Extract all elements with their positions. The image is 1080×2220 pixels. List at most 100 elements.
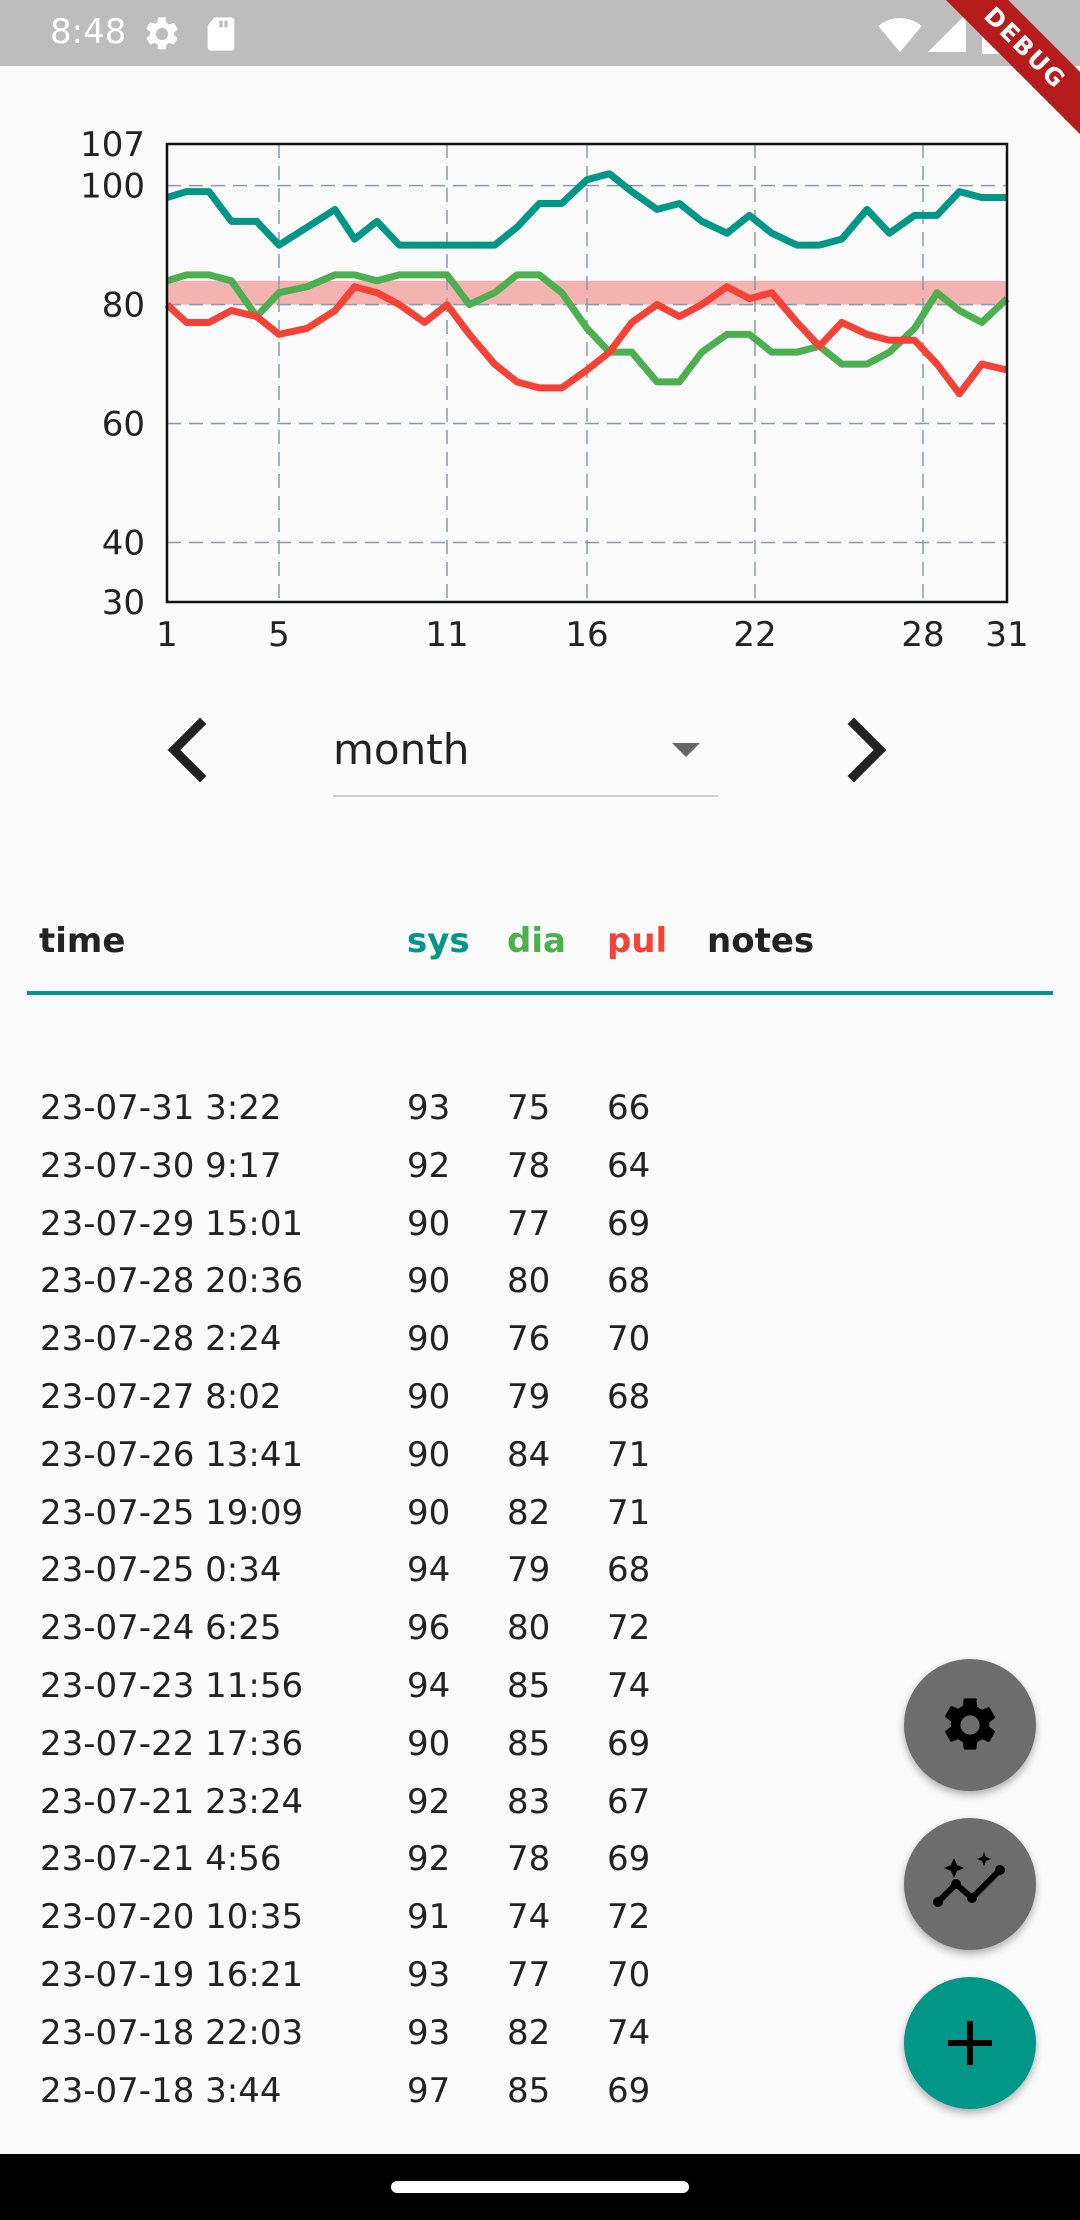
cell-sys: 94: [407, 1550, 451, 1591]
table-row[interactable]: 23-07-22 17:36 90 85 69: [0, 1714, 1080, 1772]
range-dropdown[interactable]: month: [333, 705, 718, 797]
cell-sys: 90: [407, 1261, 451, 1302]
next-range-button[interactable]: [826, 710, 906, 790]
y-tick-label: 30: [102, 583, 145, 623]
x-tick-label: 31: [985, 615, 1028, 655]
settings-fab[interactable]: [904, 1659, 1036, 1791]
gear-icon: [945, 1698, 995, 1750]
system-navigation-bar: [0, 2154, 1080, 2220]
cell-dia: 74: [507, 1897, 551, 1938]
table-row[interactable]: 23-07-26 13:41 90 84 71: [0, 1425, 1080, 1483]
cell-pul: 69: [607, 1839, 651, 1880]
cell-pul: 68: [607, 1376, 651, 1417]
cell-pul: 74: [607, 1665, 651, 1706]
plus-icon: [948, 2021, 992, 2065]
cell-sys: 93: [407, 1088, 451, 1128]
cell-sys: 92: [407, 1839, 451, 1880]
range-dropdown-value: month: [333, 725, 470, 774]
wifi-icon: [878, 14, 922, 59]
previous-range-button[interactable]: [148, 710, 228, 790]
table-row[interactable]: 23-07-27 8:02 90 79 68: [0, 1367, 1080, 1425]
cell-sys: 91: [407, 1897, 451, 1938]
table-row[interactable]: 23-07-28 20:36 90 80 68: [0, 1251, 1080, 1309]
cell-dia: 79: [507, 1550, 551, 1591]
table-header: time sys dia pul notes: [27, 915, 1053, 995]
cell-pul: 69: [607, 2070, 651, 2111]
table-row[interactable]: 23-07-18 22:03 93 82 74: [0, 2003, 1080, 2061]
cell-sys: 97: [407, 2070, 451, 2111]
measurement-list: 23-07-31 3:22 93 75 66 23-07-30 9:17 92 78 64 23…: [0, 1078, 1080, 2118]
cell-time: 23-07-21 4:56: [40, 1839, 282, 1880]
table-row[interactable]: 23-07-29 15:01 90 77 69: [0, 1194, 1080, 1252]
table-row[interactable]: 23-07-19 16:21 93 77 70: [0, 1945, 1080, 2003]
cell-time: 23-07-28 20:36: [40, 1261, 304, 1302]
cell-sys: 92: [407, 1781, 451, 1822]
cell-time: 23-07-23 11:56: [40, 1665, 304, 1706]
auto-graph-icon: [933, 1852, 1005, 1907]
table-row[interactable]: 23-07-28 2:24 90 76 70: [0, 1309, 1080, 1367]
cell-dia: 75: [507, 1088, 551, 1128]
header-sys[interactable]: sys: [407, 921, 470, 961]
settings-gear-icon: [142, 14, 182, 59]
cell-sys: 90: [407, 1492, 451, 1533]
header-notes[interactable]: notes: [707, 921, 815, 961]
cell-dia: 82: [507, 2012, 551, 2053]
cell-pul: 71: [607, 1492, 651, 1533]
cell-pul: 72: [607, 1897, 651, 1938]
x-tick-label: 22: [733, 615, 776, 655]
cell-time: 23-07-25 0:34: [40, 1550, 282, 1591]
table-row[interactable]: 23-07-18 3:44 97 85 69: [0, 2061, 1080, 2119]
cell-dia: 85: [507, 1723, 551, 1764]
x-tick-label: 28: [901, 615, 944, 655]
cell-sys: 92: [407, 1145, 451, 1186]
cell-time: 23-07-22 17:36: [40, 1723, 304, 1764]
cell-dia: 85: [507, 1665, 551, 1706]
cell-sys: 93: [407, 2012, 451, 2053]
cell-sys: 90: [407, 1376, 451, 1417]
cell-sys: 90: [407, 1203, 451, 1244]
cell-time: 23-07-25 19:09: [40, 1492, 304, 1533]
y-tick-label: 60: [102, 405, 145, 445]
table-row[interactable]: 23-07-21 23:24 92 83 67: [0, 1772, 1080, 1830]
x-tick-label: 11: [425, 615, 468, 655]
table-row[interactable]: 23-07-24 6:25 96 80 72: [0, 1598, 1080, 1656]
table-row[interactable]: 23-07-25 19:09 90 82 71: [0, 1483, 1080, 1541]
add-entry-fab[interactable]: [904, 1977, 1036, 2109]
series-line-sys: [165, 170, 1007, 249]
chevron-left-icon: [167, 717, 207, 783]
chevron-right-icon: [847, 717, 887, 783]
table-row[interactable]: 23-07-25 0:34 94 79 68: [0, 1540, 1080, 1598]
cell-pul: 66: [607, 1088, 651, 1128]
cell-dia: 79: [507, 1376, 551, 1417]
cell-dia: 84: [507, 1434, 551, 1475]
table-row[interactable]: 23-07-21 4:56 92 78 69: [0, 1829, 1080, 1887]
header-dia[interactable]: dia: [507, 921, 566, 961]
header-pul[interactable]: pul: [607, 921, 668, 961]
cell-dia: 85: [507, 2070, 551, 2111]
cell-pul: 69: [607, 1203, 651, 1244]
cell-pul: 64: [607, 1145, 651, 1186]
cell-dia: 76: [507, 1319, 551, 1360]
cell-time: 23-07-27 8:02: [40, 1376, 282, 1417]
table-row[interactable]: 23-07-30 9:17 92 78 64: [0, 1136, 1080, 1194]
header-time[interactable]: time: [39, 921, 126, 961]
cell-time: 23-07-20 10:35: [40, 1897, 304, 1938]
table-row[interactable]: 23-07-31 3:22 93 75 66: [0, 1078, 1080, 1136]
x-tick-label: 1: [156, 615, 178, 655]
series-line-dia: [165, 271, 1010, 386]
target-band: [167, 280, 1007, 305]
cell-sys: 96: [407, 1608, 451, 1649]
status-bar: 8:48 DEBUG: [0, 0, 1080, 152]
home-gesture-pill[interactable]: [391, 2181, 689, 2193]
y-tick-label: 80: [102, 286, 145, 326]
statistics-fab[interactable]: [904, 1818, 1036, 1950]
cell-pul: 74: [607, 2012, 651, 2053]
cell-time: 23-07-18 22:03: [40, 2012, 304, 2053]
cell-pul: 68: [607, 1550, 651, 1591]
table-row[interactable]: 23-07-23 11:56 94 85 74: [0, 1656, 1080, 1714]
series-line-pul: [164, 283, 1008, 398]
cell-time: 23-07-18 3:44: [40, 2070, 282, 2111]
cell-dia: 78: [507, 1839, 551, 1880]
table-row[interactable]: 23-07-20 10:35 91 74 72: [0, 1887, 1080, 1945]
